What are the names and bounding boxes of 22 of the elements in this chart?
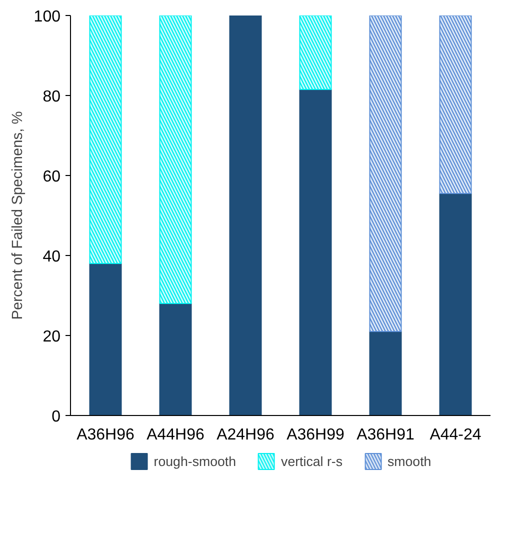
y-tick-label: 60 [42, 168, 61, 186]
y-tick-label: 40 [42, 248, 61, 266]
legend-label: vertical r-s [281, 454, 342, 468]
x-tick-label: A44-24 [430, 426, 482, 444]
legend-label: rough-smooth [154, 454, 236, 468]
bar [229, 16, 262, 416]
x-tick-label: A44H96 [146, 426, 205, 444]
legend-label: smooth [387, 454, 432, 468]
y-tick-label: 80 [42, 88, 61, 106]
bar [439, 193, 472, 416]
y-tick-label: 100 [34, 8, 61, 26]
x-tick-label: A36H99 [286, 426, 345, 444]
bar [369, 331, 402, 416]
x-tick-label: A36H91 [356, 426, 415, 444]
bar [299, 89, 332, 416]
y-tick-label: 20 [42, 328, 61, 346]
y-tick-label: 0 [52, 408, 61, 426]
bar [89, 263, 122, 416]
bar [159, 303, 192, 416]
y-axis-title: Percent of Failed Specimens, % [10, 111, 26, 320]
x-tick-label: A24H96 [216, 426, 275, 444]
x-tick-label: A36H96 [76, 426, 135, 444]
